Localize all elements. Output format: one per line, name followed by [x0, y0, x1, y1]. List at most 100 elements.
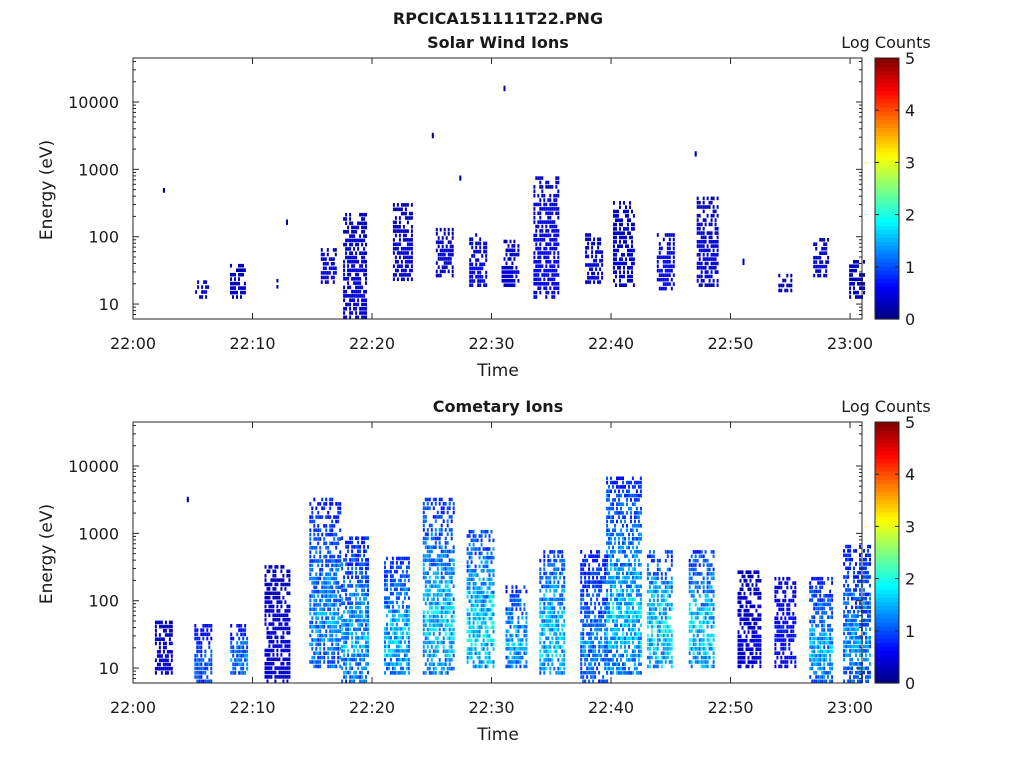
data-cell — [626, 498, 628, 502]
data-cell — [321, 581, 324, 585]
data-cell — [396, 242, 399, 247]
data-cell — [268, 639, 271, 644]
data-cell — [505, 270, 508, 274]
data-cell — [614, 640, 616, 645]
data-cell — [309, 541, 312, 546]
data-cell — [639, 511, 642, 515]
data-cell — [606, 506, 609, 511]
data-cell — [608, 666, 610, 671]
data-cell — [563, 558, 566, 563]
data-cell — [282, 595, 285, 600]
data-cell — [365, 311, 367, 315]
data-cell — [343, 242, 346, 247]
data-cell — [198, 641, 201, 645]
data-cell — [401, 671, 404, 675]
data-cell — [507, 638, 510, 642]
data-cell — [317, 625, 320, 629]
data-cell — [602, 580, 605, 584]
data-cell — [509, 283, 512, 287]
data-cell — [317, 559, 320, 563]
data-cell — [317, 633, 320, 638]
data-cell — [329, 532, 332, 537]
data-cell — [162, 658, 165, 663]
data-cell — [403, 653, 406, 658]
data-cell — [555, 202, 558, 207]
data-cell — [384, 640, 386, 644]
data-cell — [391, 609, 394, 614]
data-cell — [313, 607, 316, 612]
data-cell — [543, 597, 546, 602]
data-cell — [539, 246, 542, 251]
data-cell — [166, 650, 169, 654]
data-cell — [604, 563, 607, 567]
data-cell — [204, 679, 207, 684]
data-cell — [349, 217, 352, 221]
data-cell — [450, 649, 453, 653]
data-cell — [712, 205, 715, 209]
data-cell — [357, 315, 360, 320]
data-cell — [329, 554, 332, 559]
data-cell — [321, 607, 324, 612]
data-cell — [434, 593, 437, 597]
data-cell — [357, 605, 360, 610]
data-cell — [243, 268, 246, 272]
data-cell — [479, 237, 482, 241]
data-cell — [851, 273, 853, 277]
data-cell — [438, 545, 441, 549]
data-cell — [343, 285, 346, 290]
data-cell — [474, 586, 477, 590]
data-cell — [557, 193, 560, 198]
data-cell — [266, 635, 269, 640]
data-cell — [363, 679, 366, 684]
data-cell — [361, 670, 364, 675]
colorbar-label: Log Counts — [841, 397, 931, 416]
data-cell — [309, 559, 312, 563]
data-cell — [449, 244, 452, 249]
data-cell — [618, 537, 620, 541]
data-cell — [658, 268, 661, 273]
data-cell — [361, 294, 364, 298]
data-cell — [363, 562, 366, 566]
data-cell — [270, 661, 273, 666]
data-cell — [474, 651, 477, 656]
data-cell — [517, 655, 520, 660]
data-cell — [539, 260, 542, 264]
data-cell — [490, 616, 493, 621]
data-cell — [486, 625, 489, 629]
data-cell — [610, 541, 612, 545]
data-cell — [485, 241, 488, 246]
data-cell — [563, 653, 566, 658]
data-cell — [451, 273, 454, 278]
data-cell — [319, 515, 322, 519]
data-cell — [365, 558, 367, 562]
data-cell — [270, 666, 273, 670]
data-cell — [702, 253, 705, 257]
data-cell — [276, 595, 279, 600]
data-cell — [621, 218, 623, 222]
data-cell — [327, 572, 330, 576]
data-cell — [164, 633, 167, 637]
data-cell — [469, 283, 472, 287]
data-cell — [428, 545, 431, 549]
data-cell — [637, 649, 640, 654]
data-cell — [606, 571, 609, 576]
data-cell — [466, 582, 469, 586]
data-cell — [648, 616, 651, 620]
data-cell — [323, 524, 326, 528]
data-cell — [323, 506, 326, 511]
data-cell — [555, 246, 558, 251]
data-cell — [422, 597, 425, 601]
data-cell — [355, 289, 358, 294]
data-cell — [706, 261, 709, 266]
data-cell — [593, 276, 596, 280]
data-cell — [598, 588, 601, 593]
data-cell — [329, 611, 332, 616]
data-cell — [365, 251, 367, 255]
data-cell — [559, 645, 562, 649]
data-cell — [337, 581, 340, 585]
data-cell — [592, 640, 595, 645]
data-cell — [204, 624, 207, 628]
data-cell — [543, 593, 546, 597]
data-cell — [404, 229, 407, 233]
data-cell — [631, 222, 633, 227]
